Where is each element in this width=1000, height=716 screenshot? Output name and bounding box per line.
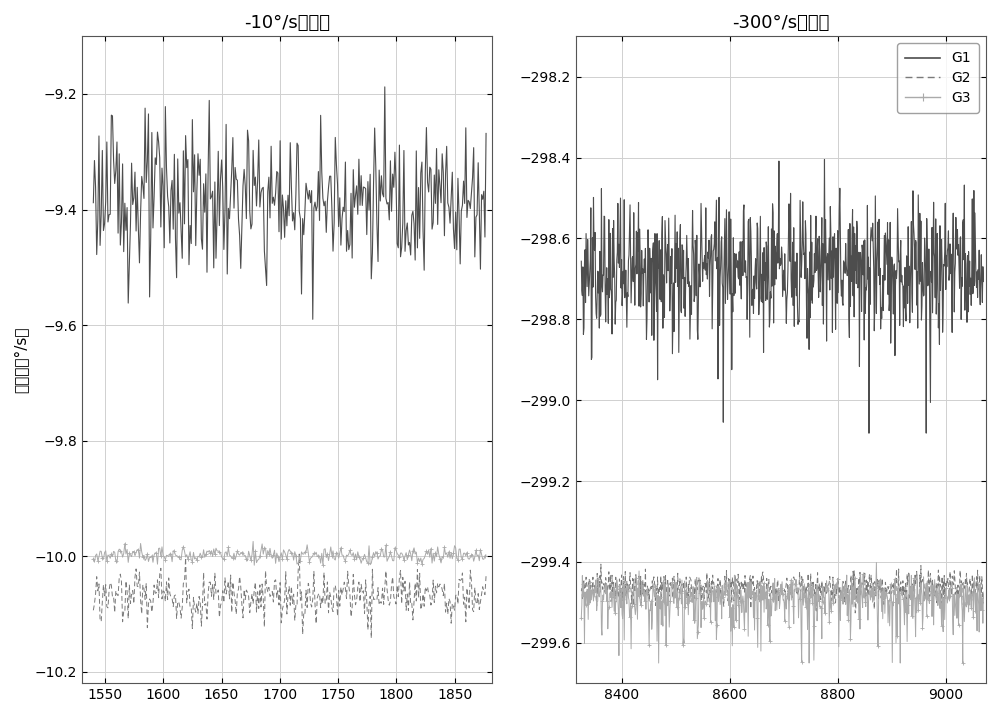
Legend: G1, G2, G3: G1, G2, G3 (897, 43, 979, 113)
Title: -300°/s下输出: -300°/s下输出 (732, 14, 830, 32)
Title: -10°/s下输出: -10°/s下输出 (244, 14, 330, 32)
Y-axis label: 角速度（°/s）: 角速度（°/s） (14, 326, 29, 393)
